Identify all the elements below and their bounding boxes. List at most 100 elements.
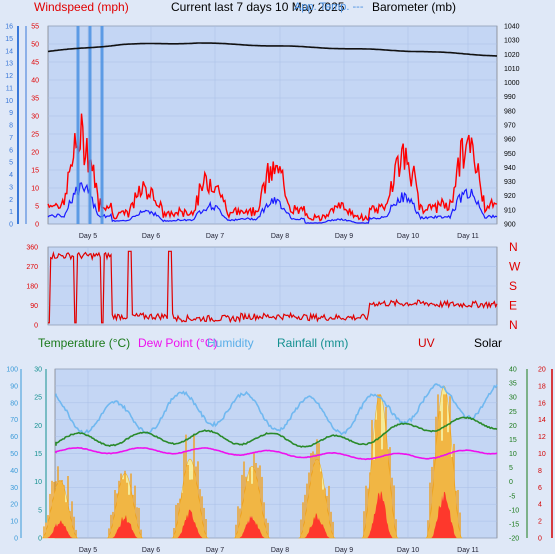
barometer-label: Barometer (mb) xyxy=(372,0,457,14)
uv-area xyxy=(431,491,457,538)
barometer-tick-label: 1030 xyxy=(504,38,520,45)
temp-tick-label: 10 xyxy=(509,451,517,458)
mph-tick-label: 30 xyxy=(31,114,39,121)
day-label: Day 8 xyxy=(271,547,289,554)
barometer-tick-label: 970 xyxy=(504,123,516,130)
dew-point-line xyxy=(55,446,498,461)
beaufort-tick-label: 11 xyxy=(6,85,13,92)
compass-tick-label: W xyxy=(509,260,521,274)
uv-area xyxy=(177,509,203,538)
day-label: Day 7 xyxy=(206,547,224,554)
wind-direction-line xyxy=(48,250,498,324)
day-label: Day 7 xyxy=(206,233,224,240)
plot-area xyxy=(47,25,498,225)
humidity-tick-label: 70 xyxy=(10,417,18,424)
beaufort-tick-label: 3 xyxy=(9,184,13,191)
humidity-tick-label: 100 xyxy=(6,367,18,374)
uv-tick-label: 2 xyxy=(538,519,542,526)
temp-tick-label: 5 xyxy=(509,465,513,472)
barometer-tick-label: 900 xyxy=(504,222,516,229)
day-label: Day 9 xyxy=(335,233,353,240)
compass-tick-label: N xyxy=(509,240,518,254)
uv-tick-label: 14 xyxy=(538,417,546,424)
rain-tick-label: 10 xyxy=(34,479,42,486)
rain-tick-label: 0 xyxy=(38,536,42,543)
mph-tick-label: 0 xyxy=(35,222,39,229)
beaufort-tick-label: 5 xyxy=(9,160,13,167)
temp-tick-label: 30 xyxy=(509,395,517,402)
barometer-tick-label: 920 xyxy=(504,193,516,200)
wind-barometer-chart: 0510152025303540455055012345678910111213… xyxy=(5,24,519,241)
temp-tick-label: 40 xyxy=(509,367,517,374)
compass-tick-label: N xyxy=(509,318,518,332)
beaufort-tick-label: 14 xyxy=(5,48,13,55)
beaufort-tick-label: 2 xyxy=(9,197,13,204)
uv-legend: UV xyxy=(418,336,435,350)
humidity-tick-label: 20 xyxy=(10,502,18,509)
uv-area xyxy=(239,515,265,538)
uv-tick-label: 10 xyxy=(538,451,546,458)
beaufort-tick-label: 16 xyxy=(5,24,13,31)
day-label: Day 6 xyxy=(142,547,160,554)
humidity-tick-label: 40 xyxy=(10,468,18,475)
beaufort-tick-label: 7 xyxy=(9,135,13,142)
uv-area xyxy=(304,513,330,538)
beaufort-tick-label: 10 xyxy=(5,98,13,105)
barometer-tick-label: 950 xyxy=(504,151,516,158)
uv-tick-label: 20 xyxy=(538,367,546,374)
mph-tick-label: 5 xyxy=(35,204,39,211)
barometer-tick-label: 1010 xyxy=(504,66,520,73)
day-label: Day 9 xyxy=(335,547,353,554)
wind-gust-line xyxy=(47,113,498,222)
day-label: Day 11 xyxy=(457,233,479,240)
wind-average-line xyxy=(47,182,498,224)
uv-tick-label: 4 xyxy=(538,502,542,509)
barometer-tick-label: 960 xyxy=(504,137,516,144)
rain-tick-label: 30 xyxy=(34,367,42,374)
beaufort-tick-label: 6 xyxy=(9,147,13,154)
app-temp-spike xyxy=(88,26,92,224)
barometer-tick-label: 940 xyxy=(504,165,516,172)
dew-point-legend: Dew Point (°C) xyxy=(138,336,218,350)
day-label: Day 6 xyxy=(142,233,160,240)
compass-tick-label: E xyxy=(509,299,517,313)
barometer-line xyxy=(47,42,497,57)
mph-tick-label: 50 xyxy=(31,42,39,49)
temp-tick-label: 15 xyxy=(509,437,517,444)
day-label: Day 5 xyxy=(79,233,97,240)
beaufort-tick-label: 12 xyxy=(5,73,13,80)
compass-tick-label: S xyxy=(509,279,517,293)
app-temp-label: App. Temp. --- xyxy=(294,1,364,13)
mph-tick-label: 35 xyxy=(31,96,39,103)
barometer-tick-label: 1000 xyxy=(504,80,520,87)
rainfall-legend: Rainfall (mm) xyxy=(277,336,349,350)
mph-tick-label: 10 xyxy=(31,186,39,193)
day-label: Day 8 xyxy=(271,233,289,240)
humidity-line xyxy=(55,383,498,436)
temperature-line xyxy=(55,416,498,448)
degree-tick-label: 90 xyxy=(30,303,38,310)
uv-tick-label: 18 xyxy=(538,383,546,390)
beaufort-tick-label: 4 xyxy=(9,172,13,179)
uv-tick-label: 8 xyxy=(538,468,542,475)
rain-tick-label: 25 xyxy=(34,395,42,402)
app-temp-spike xyxy=(76,26,80,224)
temperature-legend: Temperature (°C) xyxy=(38,336,131,350)
beaufort-tick-label: 8 xyxy=(9,123,13,130)
humidity-tick-label: 30 xyxy=(10,485,18,492)
beaufort-tick-label: 15 xyxy=(5,36,13,43)
temp-tick-label: 20 xyxy=(509,423,517,430)
degree-tick-label: 180 xyxy=(26,284,38,291)
uv-tick-label: 12 xyxy=(538,434,546,441)
barometer-tick-label: 990 xyxy=(504,94,516,101)
mph-tick-label: 15 xyxy=(31,168,39,175)
rain-tick-label: 5 xyxy=(38,507,42,514)
barometer-tick-label: 930 xyxy=(504,179,516,186)
uv-tick-label: 0 xyxy=(538,536,542,543)
chart-title: Current last 7 days 10 May 2025 xyxy=(171,0,345,14)
uv-tick-label: 6 xyxy=(538,485,542,492)
mph-tick-label: 40 xyxy=(31,78,39,85)
humidity-tick-label: 10 xyxy=(10,519,18,526)
